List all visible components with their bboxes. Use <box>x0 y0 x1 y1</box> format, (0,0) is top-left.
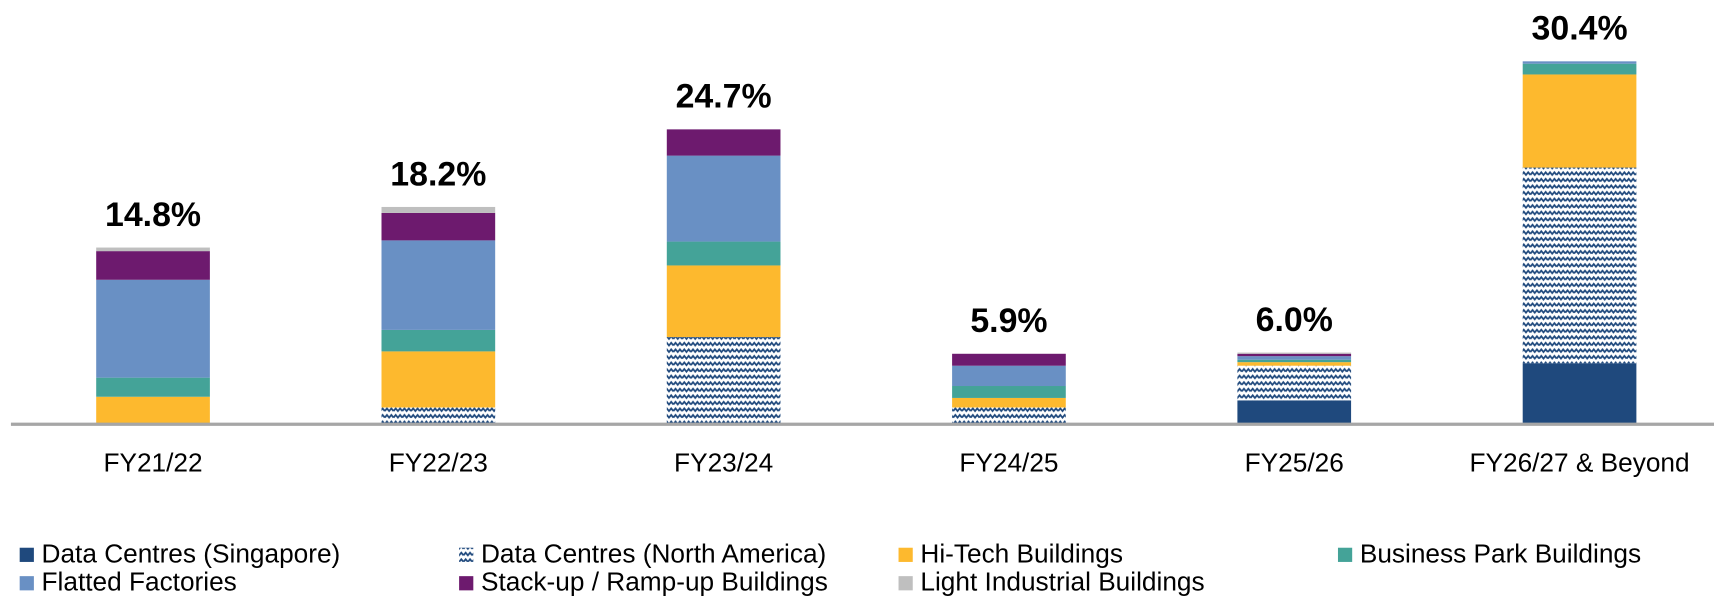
bar-segment <box>1522 363 1637 425</box>
bar-segment <box>381 329 496 352</box>
x-tick-label: FY23/24 <box>674 448 773 478</box>
legend-swatch <box>459 576 474 591</box>
bar-segment <box>1522 74 1637 168</box>
legend-swatch <box>898 576 913 591</box>
bar-segment <box>1522 61 1637 64</box>
legend-label: Stack-up / Ramp-up Buildings <box>481 567 828 597</box>
bar-segment <box>952 353 1066 366</box>
total-label: 6.0% <box>1256 301 1333 339</box>
bar-segment <box>1237 352 1352 354</box>
legend-label: Light Industrial Buildings <box>920 567 1204 597</box>
total-label: 18.2% <box>390 155 486 193</box>
legend-swatch <box>19 576 34 591</box>
total-label: 24.7% <box>676 78 772 116</box>
bar-segment <box>1237 353 1352 357</box>
x-tick-label: FY26/27 & Beyond <box>1469 448 1689 478</box>
legend-swatch <box>898 547 913 562</box>
bar-segment <box>381 240 496 330</box>
bar-segment <box>381 212 496 241</box>
bar-segment <box>96 377 210 397</box>
legend-label: Flatted Factories <box>42 567 237 597</box>
x-tick-label: FY25/26 <box>1245 448 1344 478</box>
legend-swatch <box>1337 547 1353 562</box>
x-tick-label: FY24/25 <box>959 448 1058 478</box>
bar-segment <box>1237 356 1352 360</box>
bar-segment <box>96 247 210 252</box>
total-label: 5.9% <box>970 302 1047 340</box>
bar-segment <box>96 396 210 425</box>
bar-segment <box>666 265 781 338</box>
legend-label: Business Park Buildings <box>1360 538 1641 568</box>
bar-segment <box>952 407 1066 425</box>
bar-segment <box>96 251 210 280</box>
bar-segment <box>1522 63 1637 75</box>
bar-segment <box>666 241 781 266</box>
bar-segment <box>952 365 1066 387</box>
bar-segment <box>381 206 496 213</box>
legend-label: Hi-Tech Buildings <box>920 538 1123 568</box>
bar-segment <box>1237 362 1352 366</box>
bar-segment <box>952 397 1066 408</box>
total-label: 30.4% <box>1532 10 1628 48</box>
bar-segment <box>1237 400 1352 425</box>
legend-swatch <box>19 547 34 562</box>
legend-label: Data Centres (North America) <box>481 538 826 568</box>
bar-segment <box>952 386 1066 398</box>
bar-segment <box>666 155 781 242</box>
bar-segment <box>1237 359 1352 363</box>
bar-segment <box>666 129 781 156</box>
bar-segment <box>381 407 496 425</box>
total-label: 14.8% <box>105 196 201 234</box>
bar-segment <box>96 279 210 378</box>
bar-segment <box>381 351 496 408</box>
bar-segment <box>1522 167 1637 364</box>
x-tick-label: FY22/23 <box>389 448 488 478</box>
legend-label: Data Centres (Singapore) <box>42 538 341 568</box>
bar-segment <box>1237 365 1352 401</box>
x-tick-label: FY21/22 <box>103 448 202 478</box>
bar-segment <box>666 337 781 425</box>
legend-swatch <box>459 547 474 562</box>
